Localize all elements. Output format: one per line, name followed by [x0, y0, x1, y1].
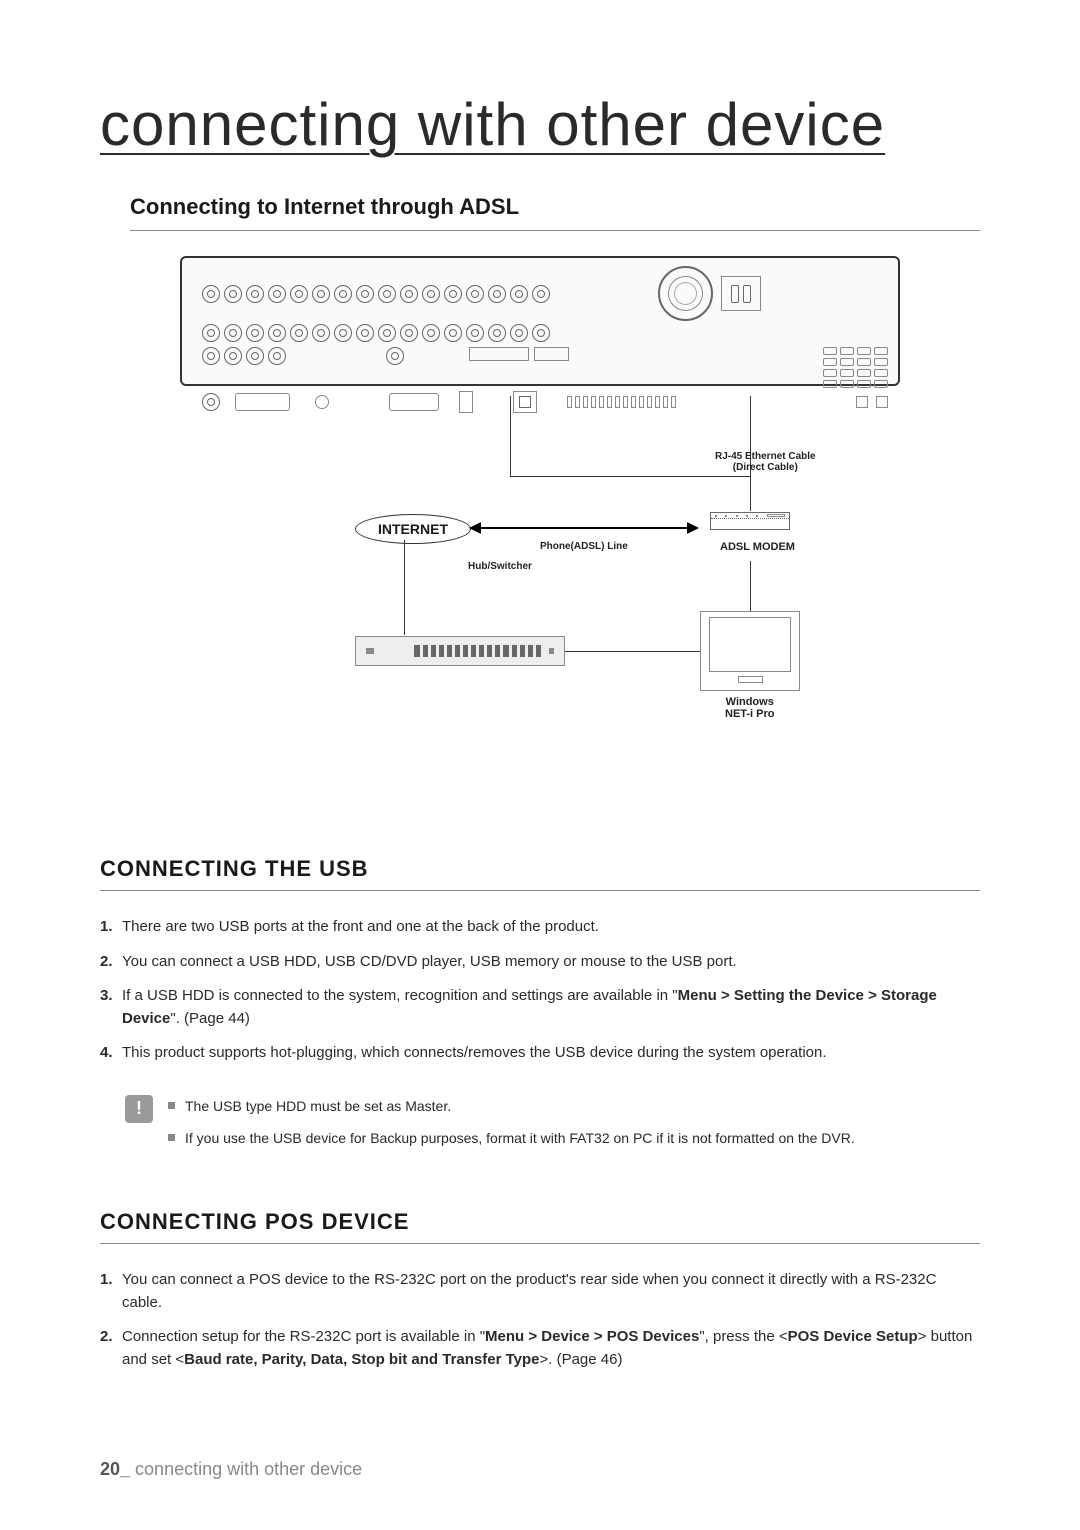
list-item: 1.You can connect a POS device to the RS… — [100, 1269, 980, 1314]
list-item: 4.This product supports hot-plugging, wh… — [100, 1042, 980, 1065]
list-text: There are two USB ports at the front and… — [122, 916, 599, 939]
device-rear-panel: document.write(Array(16).fill('<div clas… — [180, 256, 900, 386]
divider — [130, 230, 980, 231]
list-item: 2.You can connect a USB HDD, USB CD/DVD … — [100, 951, 980, 974]
phone-line-label: Phone(ADSL) Line — [540, 541, 628, 552]
note-item: The USB type HDD must be set as Master. — [168, 1095, 855, 1117]
list-text: This product supports hot-plugging, whic… — [122, 1042, 827, 1065]
connection-lines: RJ-45 Ethernet Cable(Direct Cable) INTER… — [180, 396, 900, 776]
adsl-modem — [710, 512, 790, 530]
list-text: You can connect a USB HDD, USB CD/DVD pl… — [122, 951, 737, 974]
usb-heading: CONNECTING THE USB — [100, 856, 980, 891]
adsl-modem-label: ADSL MODEM — [720, 541, 795, 553]
list-text: Connection setup for the RS-232C port is… — [122, 1326, 980, 1371]
hub-switcher: document.write(Array(16).fill('<div clas… — [355, 636, 565, 666]
usb-notes: ! The USB type HDD must be set as Master… — [125, 1095, 980, 1160]
adsl-diagram: document.write(Array(16).fill('<div clas… — [180, 256, 900, 776]
pos-list: 1.You can connect a POS device to the RS… — [100, 1269, 980, 1371]
list-item: 1.There are two USB ports at the front a… — [100, 916, 980, 939]
list-item: 2.Connection setup for the RS-232C port … — [100, 1326, 980, 1371]
pc-label: WindowsNET-i Pro — [725, 696, 775, 720]
usb-list: 1.There are two USB ports at the front a… — [100, 916, 980, 1065]
hub-label: Hub/Switcher — [468, 561, 532, 572]
list-text: If a USB HDD is connected to the system,… — [122, 985, 980, 1030]
internet-node: INTERNET — [355, 514, 471, 544]
main-title: connecting with other device — [100, 90, 980, 159]
sub-heading-adsl: Connecting to Internet through ADSL — [130, 194, 980, 220]
page-footer: 20_ connecting with other device — [100, 1459, 362, 1480]
list-text: You can connect a POS device to the RS-2… — [122, 1269, 980, 1314]
pos-heading: CONNECTING POS DEVICE — [100, 1209, 980, 1244]
note-icon: ! — [125, 1095, 153, 1123]
rj45-label: RJ-45 Ethernet Cable(Direct Cable) — [715, 451, 816, 473]
note-item: If you use the USB device for Backup pur… — [168, 1127, 855, 1149]
pc-box — [700, 611, 800, 691]
list-item: 3.If a USB HDD is connected to the syste… — [100, 985, 980, 1030]
